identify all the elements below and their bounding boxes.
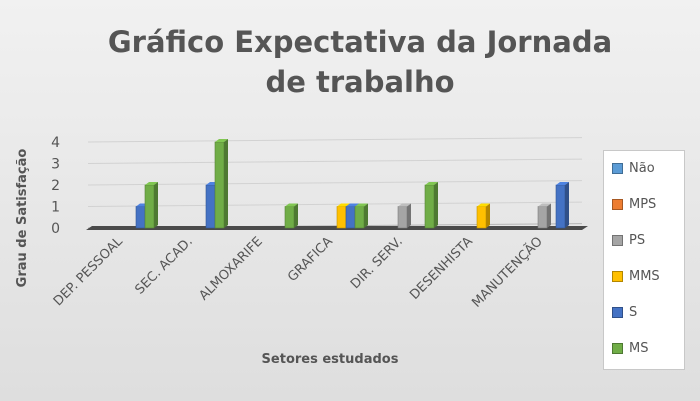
gridline bbox=[87, 137, 583, 143]
y-tick-label: 2 bbox=[51, 178, 60, 194]
y-axis-label: Grau de Satisfação bbox=[15, 149, 30, 288]
bar-top bbox=[477, 203, 490, 207]
legend-item: S bbox=[612, 305, 637, 320]
legend-label: PS bbox=[629, 233, 646, 248]
legend-swatch bbox=[612, 163, 623, 174]
chart-title-line-1: Gráfico Expectativa da Jornada bbox=[107, 25, 613, 59]
legend-swatch bbox=[612, 343, 623, 354]
legend-swatch bbox=[612, 271, 623, 282]
bar-top bbox=[355, 203, 368, 207]
legend-swatch bbox=[612, 235, 623, 246]
bar-side bbox=[434, 182, 438, 228]
legend-item: Não bbox=[612, 161, 655, 176]
legend-label: MS bbox=[629, 341, 649, 356]
legend-label: Não bbox=[629, 161, 655, 176]
bar-top bbox=[538, 203, 551, 207]
x-tick-label: DESENHISTA bbox=[407, 234, 476, 303]
x-tick-label: DEP. PESSOAL bbox=[51, 234, 126, 309]
bar-side bbox=[486, 203, 490, 228]
gridline bbox=[87, 158, 583, 164]
bar-side bbox=[547, 203, 551, 228]
bar-side bbox=[154, 182, 158, 228]
bar-s-0 bbox=[135, 206, 146, 229]
bar-s-1 bbox=[205, 184, 216, 229]
x-tick-label: SEC. ACAD. bbox=[132, 234, 195, 297]
legend-item: MPS bbox=[612, 197, 656, 212]
bar-top bbox=[215, 139, 228, 142]
bar-side bbox=[294, 203, 298, 228]
bar-top bbox=[145, 182, 158, 185]
x-tick-label: MANUTENÇÃO bbox=[469, 234, 546, 311]
chart-legend: Não MPS PS MMS S MS bbox=[603, 150, 685, 370]
x-tick-label: ALMOXARIFE bbox=[196, 234, 265, 303]
y-tick-label: 3 bbox=[51, 157, 60, 173]
bar-top bbox=[285, 203, 298, 207]
legend-swatch bbox=[612, 199, 623, 210]
bar-top bbox=[425, 182, 438, 185]
bar-side bbox=[364, 203, 368, 228]
bar-ms-2 bbox=[284, 206, 295, 229]
bar-side bbox=[407, 203, 411, 228]
chart-title-line-2: de trabalho bbox=[265, 65, 455, 99]
legend-label: MPS bbox=[629, 197, 657, 212]
bar-ms-1 bbox=[214, 141, 225, 229]
bar-ps-6 bbox=[537, 206, 548, 229]
bar-ms-4 bbox=[424, 184, 435, 229]
gridline bbox=[87, 180, 583, 186]
gridline bbox=[87, 201, 583, 207]
legend-item: MS bbox=[612, 341, 648, 356]
bar-top bbox=[398, 203, 411, 207]
x-axis-label: Setores estudados bbox=[262, 352, 399, 367]
y-tick-label: 4 bbox=[51, 135, 60, 151]
x-tick-label: GRAFICA bbox=[285, 234, 336, 285]
legend-label: S bbox=[629, 305, 638, 320]
bar-side bbox=[224, 139, 228, 228]
bar-top bbox=[346, 203, 359, 207]
x-tick-label: DIR. SERV. bbox=[348, 234, 406, 292]
y-tick-label: 1 bbox=[51, 200, 60, 216]
legend-swatch bbox=[612, 307, 623, 318]
bar-top bbox=[337, 203, 350, 207]
legend-item: PS bbox=[612, 233, 645, 248]
bar-top bbox=[556, 182, 569, 185]
bar-side bbox=[565, 182, 569, 228]
legend-label: MMS bbox=[629, 269, 660, 284]
bar-s-3 bbox=[345, 206, 356, 229]
bar-ms-0 bbox=[144, 184, 155, 229]
bar-mms-3 bbox=[336, 206, 347, 229]
legend-item: MMS bbox=[612, 269, 660, 284]
bar-ms-3 bbox=[354, 206, 365, 229]
bar-mms-5 bbox=[476, 206, 487, 229]
y-tick-label: 0 bbox=[51, 221, 60, 237]
bar-ps-4 bbox=[397, 206, 408, 229]
bar-s-6 bbox=[555, 184, 566, 229]
